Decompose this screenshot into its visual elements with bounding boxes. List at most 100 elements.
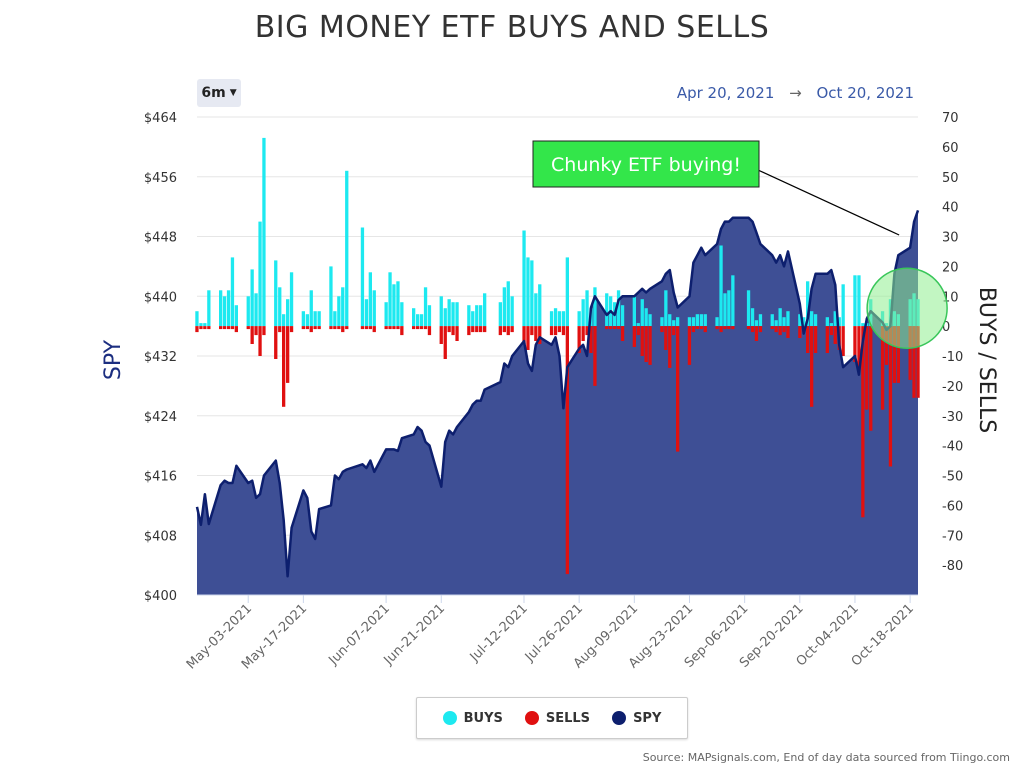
sells-bar	[912, 326, 916, 398]
range-selector-label: 6m	[201, 85, 226, 101]
sells-bar	[841, 326, 845, 356]
sells-bar	[419, 326, 424, 330]
buys-bar	[439, 296, 443, 327]
sells-bar	[506, 326, 510, 336]
sells-bar	[467, 326, 471, 336]
buys-bar	[825, 317, 829, 327]
legend-label-spy: SPY	[633, 710, 662, 726]
buys-bar	[199, 323, 203, 327]
sells-bar	[810, 326, 814, 407]
left-axis-tick: $440	[144, 290, 177, 305]
left-axis-title: SPY	[101, 339, 126, 380]
annotation-box	[532, 140, 760, 188]
sells-bar	[703, 326, 707, 333]
buys-bar	[786, 311, 790, 327]
buys-bar	[475, 305, 479, 327]
sells-bar	[329, 326, 333, 330]
buys-bar	[699, 314, 703, 327]
sells-bar	[439, 326, 443, 344]
sells-bar	[278, 326, 282, 333]
date-from[interactable]: Apr 20, 2021	[676, 84, 775, 102]
right-axis-tick: 30	[942, 231, 959, 246]
annotation-text: Chunky ETF buying!	[551, 154, 741, 176]
buys-bar	[364, 299, 369, 327]
buys-bar	[384, 302, 388, 327]
buys-bar	[668, 314, 672, 327]
buys-bar	[301, 311, 305, 327]
buys-bar	[471, 311, 475, 327]
buys-bar	[798, 314, 802, 327]
sells-bar	[372, 326, 376, 333]
right-axis-tick: -80	[942, 559, 963, 574]
buys-bar	[250, 269, 254, 327]
left-axis-tick: $416	[144, 470, 177, 485]
sells-bar	[475, 326, 479, 333]
sells-bar	[333, 326, 337, 330]
sells-bar	[746, 326, 751, 330]
sells-bar	[908, 326, 912, 380]
buys-bar	[549, 311, 554, 327]
sells-bar	[483, 326, 487, 333]
legend-label-buys: BUYS	[463, 710, 503, 726]
buys-bar	[810, 311, 814, 327]
buys-bar	[664, 290, 668, 327]
arrow-right-icon: →	[789, 84, 802, 102]
sells-bar	[687, 326, 692, 365]
sells-bar	[813, 326, 818, 353]
sells-bar	[254, 326, 258, 336]
right-axis-tick: 40	[942, 201, 959, 216]
sells-bar	[636, 326, 640, 336]
sells-bar	[230, 326, 235, 330]
left-axis-tick: $464	[144, 111, 177, 126]
buys-bar	[234, 305, 238, 327]
sells-bar	[388, 326, 392, 330]
right-axis-tick: -30	[942, 410, 963, 425]
legend-item-buys[interactable]: BUYS	[442, 710, 503, 726]
sells-bar	[723, 326, 727, 330]
buys-bar	[427, 305, 432, 327]
buys-bar	[605, 293, 609, 327]
range-selector-button[interactable]: 6m ▼	[197, 79, 241, 107]
buys-bar	[695, 314, 699, 327]
sells-bar	[423, 326, 428, 330]
sells-bar	[825, 326, 829, 353]
sells-bar	[727, 326, 731, 330]
sells-bar	[758, 326, 763, 333]
buys-bar	[644, 308, 648, 327]
sells-bar	[892, 326, 896, 383]
buys-bar	[246, 296, 250, 327]
buys-bar	[813, 314, 818, 327]
sells-bar	[613, 326, 617, 330]
sells-bar	[829, 326, 833, 336]
left-axis-tick: $408	[144, 529, 177, 544]
sells-bar	[447, 326, 451, 333]
buys-bar	[754, 320, 759, 327]
date-to[interactable]: Oct 20, 2021	[816, 84, 915, 102]
legend-item-sells[interactable]: SELLS	[524, 711, 590, 726]
legend-item-spy[interactable]: SPY	[612, 711, 661, 726]
chart-legend: BUYS SELLS SPY	[416, 697, 688, 739]
right-axis-tick: 20	[942, 260, 959, 275]
buys-bar	[262, 137, 266, 327]
sells-bar	[199, 326, 203, 330]
sells-bar	[589, 326, 593, 353]
sells-bar	[672, 326, 676, 336]
buys-bar	[723, 293, 727, 327]
buys-bar	[337, 296, 341, 327]
sells-bar	[853, 326, 857, 362]
sells-bar	[530, 326, 534, 336]
buys-bar	[676, 317, 680, 327]
buys-bar	[746, 290, 751, 327]
right-axis-tick: 60	[942, 141, 959, 156]
buys-bar	[498, 302, 502, 327]
buys-bar	[526, 257, 530, 327]
legend-marker-buys	[442, 711, 457, 725]
sells-bar	[884, 326, 889, 365]
right-axis-title: BUYS / SELLS	[974, 287, 999, 433]
sells-bar	[479, 326, 483, 333]
buys-bar	[345, 170, 349, 327]
buys-bar	[392, 284, 396, 327]
left-axis: $464 $456 $448 $440 $432 $424 $416 $408 $400	[144, 111, 177, 604]
sells-bar	[695, 326, 699, 330]
